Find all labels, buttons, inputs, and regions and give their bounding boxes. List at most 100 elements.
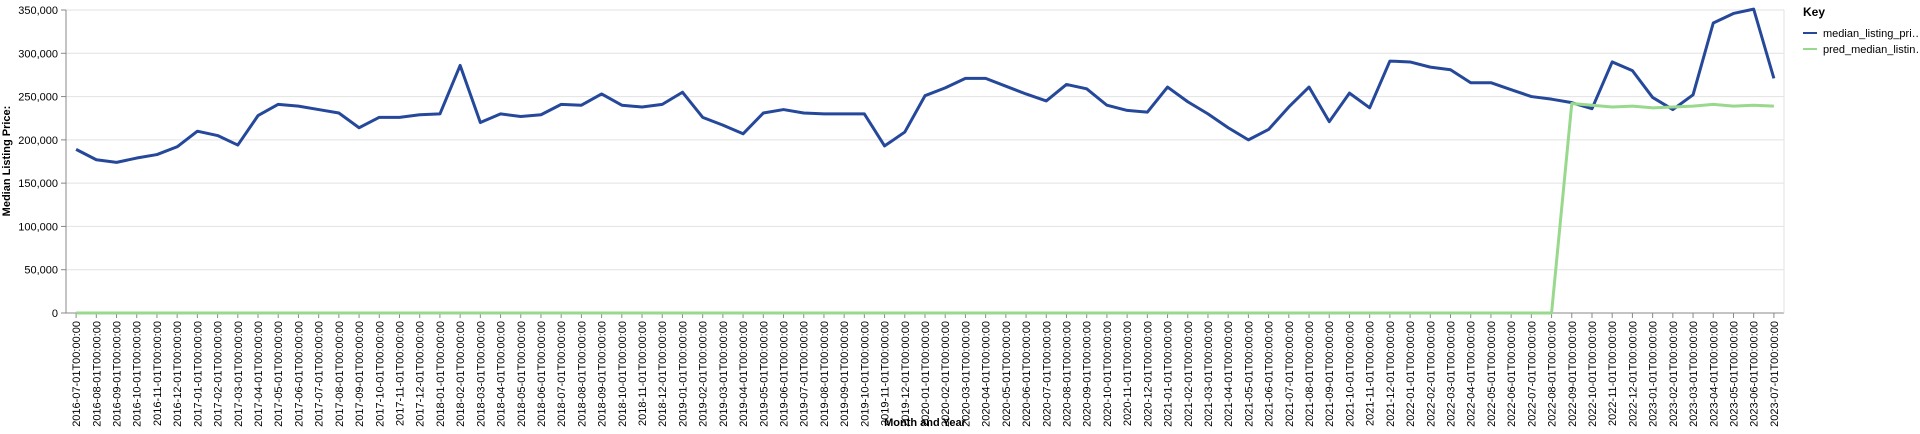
- x-tick-label: 2017-05-01T00:00:00: [273, 321, 285, 427]
- y-tick-label: 350,000: [18, 5, 58, 17]
- x-tick-label: 2016-08-01T00:00:00: [91, 321, 103, 427]
- x-tick-label: 2021-04-01T00:00:00: [1223, 321, 1235, 427]
- x-tick-label: 2017-02-01T00:00:00: [213, 321, 225, 427]
- x-tick-label: 2023-07-01T00:00:00: [1769, 321, 1781, 427]
- x-tick-label: 2019-08-01T00:00:00: [819, 321, 831, 427]
- x-tick-label: 2022-07-01T00:00:00: [1526, 321, 1538, 427]
- x-tick-label: 2022-12-01T00:00:00: [1627, 321, 1639, 427]
- x-tick-label: 2019-03-01T00:00:00: [718, 321, 730, 427]
- x-tick-label: 2017-03-01T00:00:00: [233, 321, 245, 427]
- x-tick-label: 2022-05-01T00:00:00: [1486, 321, 1498, 427]
- y-tick-label: 100,000: [18, 221, 58, 233]
- x-tick-label: 2021-11-01T00:00:00: [1365, 321, 1377, 426]
- x-tick-label: 2017-11-01T00:00:00: [394, 321, 406, 426]
- x-tick-label: 2022-03-01T00:00:00: [1446, 321, 1458, 427]
- x-tick-label: 2020-09-01T00:00:00: [1082, 321, 1094, 427]
- x-tick-label: 2017-01-01T00:00:00: [192, 321, 204, 427]
- x-tick-label: 2021-09-01T00:00:00: [1324, 321, 1336, 427]
- x-tick-label: 2017-08-01T00:00:00: [334, 321, 346, 427]
- x-tick-label: 2016-10-01T00:00:00: [132, 321, 144, 427]
- y-tick-label: 150,000: [18, 178, 58, 190]
- x-tick-label: 2018-02-01T00:00:00: [455, 321, 467, 427]
- series-line: [76, 102, 1774, 315]
- x-tick-label: 2019-01-01T00:00:00: [677, 321, 689, 427]
- x-tick-label: 2018-04-01T00:00:00: [496, 321, 508, 427]
- y-tick-label: 50,000: [24, 265, 58, 277]
- x-tick-label: 2018-11-01T00:00:00: [637, 321, 649, 426]
- x-tick-label: 2020-06-01T00:00:00: [1021, 321, 1033, 427]
- x-tick-label: 2022-04-01T00:00:00: [1466, 321, 1478, 427]
- legend-title: Key: [1803, 5, 1825, 19]
- x-tick-label: 2020-02-01T00:00:00: [940, 321, 952, 427]
- x-tick-label: 2020-05-01T00:00:00: [1001, 321, 1013, 427]
- x-tick-label: 2021-05-01T00:00:00: [1243, 321, 1255, 427]
- x-tick-label: 2019-06-01T00:00:00: [779, 321, 791, 427]
- x-tick-label: 2016-12-01T00:00:00: [172, 321, 184, 427]
- x-tick-label: 2022-01-01T00:00:00: [1405, 321, 1417, 427]
- x-tick-label: 2021-08-01T00:00:00: [1304, 321, 1316, 427]
- x-tick-label: 2019-02-01T00:00:00: [698, 321, 710, 427]
- x-tick-label: 2019-05-01T00:00:00: [758, 321, 770, 427]
- x-tick-label: 2016-09-01T00:00:00: [112, 321, 124, 427]
- x-tick-label: 2017-07-01T00:00:00: [314, 321, 326, 427]
- x-tick-label: 2023-02-01T00:00:00: [1668, 321, 1680, 427]
- x-tick-label: 2020-07-01T00:00:00: [1041, 321, 1053, 427]
- y-axis-title: Median Listing Price:: [1, 106, 13, 217]
- x-tick-label: 2021-06-01T00:00:00: [1264, 321, 1276, 427]
- x-tick-label: 2023-05-01T00:00:00: [1728, 321, 1740, 427]
- x-tick-label: 2020-04-01T00:00:00: [981, 321, 993, 427]
- y-tick-label: 250,000: [18, 92, 58, 104]
- x-tick-label: 2022-02-01T00:00:00: [1425, 321, 1437, 427]
- x-tick-label: 2023-03-01T00:00:00: [1688, 321, 1700, 427]
- y-tick-label: 0: [52, 308, 58, 320]
- x-tick-label: 2020-12-01T00:00:00: [1142, 321, 1154, 427]
- x-tick-label: 2023-06-01T00:00:00: [1749, 321, 1761, 427]
- x-tick-label: 2022-11-01T00:00:00: [1607, 321, 1619, 426]
- x-tick-label: 2018-09-01T00:00:00: [597, 321, 609, 427]
- series-line: [75, 7, 1776, 164]
- x-tick-label: 2017-09-01T00:00:00: [354, 321, 366, 427]
- legend-label: median_listing_pri…: [1823, 28, 1920, 40]
- x-tick-label: 2018-05-01T00:00:00: [516, 321, 528, 427]
- x-tick-label: 2019-11-01T00:00:00: [880, 321, 892, 426]
- x-tick-label: 2019-04-01T00:00:00: [738, 321, 750, 427]
- x-tick-label: 2017-10-01T00:00:00: [374, 321, 386, 427]
- x-tick-label: 2021-07-01T00:00:00: [1284, 321, 1296, 427]
- x-tick-label: 2021-03-01T00:00:00: [1203, 321, 1215, 427]
- x-tick-label: 2018-03-01T00:00:00: [475, 321, 487, 427]
- x-tick-label: 2020-01-01T00:00:00: [920, 321, 932, 427]
- x-tick-label: 2019-10-01T00:00:00: [859, 321, 871, 427]
- x-tick-label: 2020-10-01T00:00:00: [1102, 321, 1114, 427]
- legend-label: pred_median_listin…: [1823, 44, 1920, 56]
- x-tick-label: 2021-01-01T00:00:00: [1163, 321, 1175, 427]
- y-tick-label: 300,000: [18, 48, 58, 60]
- x-tick-label: 2018-01-01T00:00:00: [435, 321, 447, 427]
- x-tick-label: 2021-02-01T00:00:00: [1183, 321, 1195, 427]
- x-tick-label: 2020-03-01T00:00:00: [960, 321, 972, 427]
- x-tick-label: 2020-11-01T00:00:00: [1122, 321, 1134, 426]
- x-tick-label: 2023-04-01T00:00:00: [1708, 321, 1720, 427]
- x-tick-label: 2017-12-01T00:00:00: [415, 321, 427, 427]
- x-tick-label: 2016-07-01T00:00:00: [71, 321, 83, 427]
- x-tick-label: 2018-10-01T00:00:00: [617, 321, 629, 427]
- y-tick-label: 200,000: [18, 135, 58, 147]
- x-tick-label: 2022-10-01T00:00:00: [1587, 321, 1599, 427]
- x-tick-label: 2022-09-01T00:00:00: [1567, 321, 1579, 427]
- x-tick-label: 2020-08-01T00:00:00: [1061, 321, 1073, 427]
- x-tick-label: 2016-11-01T00:00:00: [152, 321, 164, 426]
- x-tick-label: 2019-12-01T00:00:00: [900, 321, 912, 427]
- x-tick-label: 2023-01-01T00:00:00: [1648, 321, 1660, 427]
- x-tick-label: 2019-09-01T00:00:00: [839, 321, 851, 427]
- x-tick-label: 2018-08-01T00:00:00: [576, 321, 588, 427]
- x-tick-label: 2021-12-01T00:00:00: [1385, 321, 1397, 427]
- x-tick-label: 2022-08-01T00:00:00: [1547, 321, 1559, 427]
- x-tick-label: 2018-06-01T00:00:00: [536, 321, 548, 427]
- x-tick-label: 2019-07-01T00:00:00: [799, 321, 811, 427]
- x-tick-label: 2021-10-01T00:00:00: [1344, 321, 1356, 427]
- x-tick-label: 2017-04-01T00:00:00: [253, 321, 265, 427]
- x-tick-label: 2018-07-01T00:00:00: [556, 321, 568, 427]
- x-tick-label: 2018-12-01T00:00:00: [657, 321, 669, 427]
- x-tick-label: 2022-06-01T00:00:00: [1506, 321, 1518, 427]
- x-tick-label: 2017-06-01T00:00:00: [293, 321, 305, 427]
